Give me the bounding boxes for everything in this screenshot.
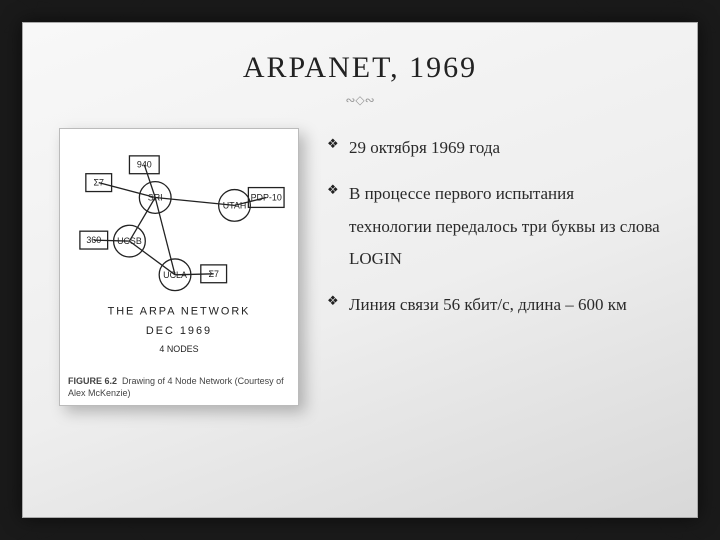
bullet-list: 29 октября 1969 года В процессе первого и… — [327, 128, 661, 335]
diagram-edge — [129, 197, 155, 241]
diagram-box-label: PDP-10 — [251, 192, 282, 202]
diagram-title: THE ARPA NETWORK — [108, 305, 251, 317]
diagram-footer: 4 NODES — [159, 344, 198, 354]
bullet-item: В процессе первого испытания технологии … — [327, 178, 661, 275]
diagram-node-label: UCLA — [163, 270, 187, 280]
diagram-node-label: UCSB — [117, 236, 142, 246]
diagram-box-label: 940 — [137, 160, 152, 170]
diagram-box-label: Σ7 — [93, 178, 104, 188]
title-divider: ∾◇∾ — [59, 93, 661, 108]
diagram-date: DEC 1969 — [146, 325, 212, 337]
bullet-item: 29 октября 1969 года — [327, 132, 661, 164]
arpanet-diagram: 940 Σ7 360 PDP-10 Σ7 SRI UCSB UCLA UTAH THE ARPA … — [68, 137, 290, 367]
slide: ARPANET, 1969 ∾◇∾ 940 Σ7 360 PDP-10 Σ7 SRI UCS… — [22, 22, 698, 518]
diagram-node-label: UTAH — [223, 200, 247, 210]
caption-bold: FIGURE 6.2 — [68, 376, 117, 386]
diagram-box-label: 360 — [86, 235, 101, 245]
figure-panel: 940 Σ7 360 PDP-10 Σ7 SRI UCSB UCLA UTAH THE ARPA … — [59, 128, 299, 406]
content-row: 940 Σ7 360 PDP-10 Σ7 SRI UCSB UCLA UTAH THE ARPA … — [59, 128, 661, 406]
figure-caption: FIGURE 6.2 Drawing of 4 Node Network (Co… — [68, 376, 290, 399]
diagram-box-label: Σ7 — [208, 269, 219, 279]
diagram-node-label: SRI — [148, 192, 163, 202]
bullet-item: Линия связи 56 кбит/с, длина – 600 км — [327, 289, 661, 321]
slide-title: ARPANET, 1969 — [59, 51, 661, 85]
